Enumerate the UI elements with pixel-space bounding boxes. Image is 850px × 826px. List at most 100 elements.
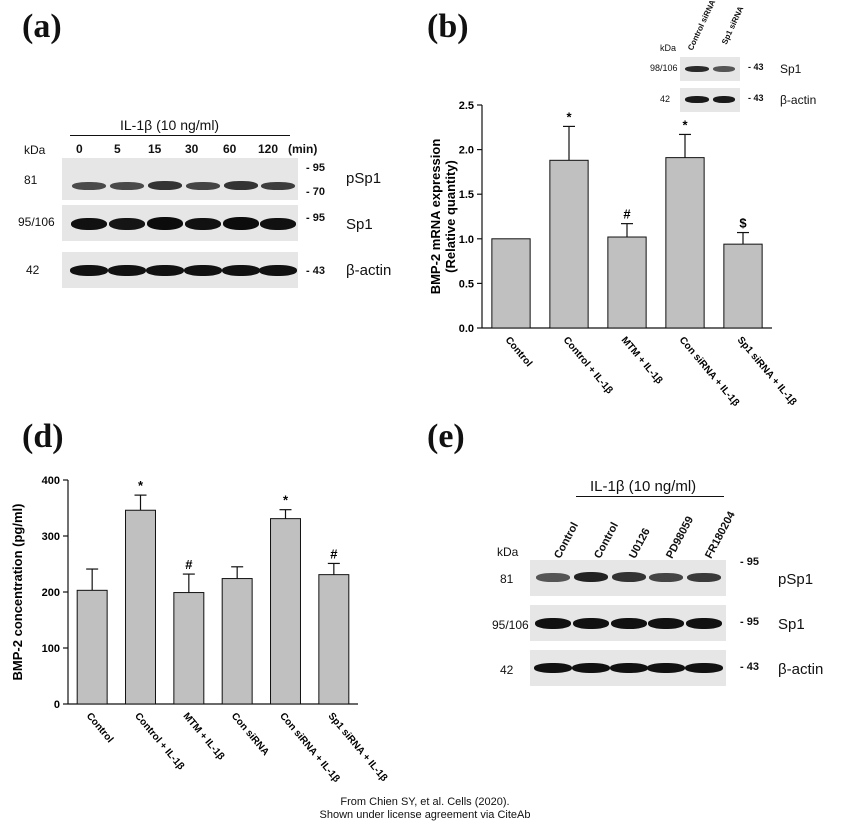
lane-unit-label: (min) (288, 142, 318, 156)
significance-marker: * (283, 493, 289, 508)
blot-band (146, 265, 184, 276)
y-tick-label: 0.0 (459, 323, 474, 335)
x-tick-label: Control (84, 711, 115, 745)
inset-blot-sp1 (680, 57, 740, 81)
blot-band (574, 572, 608, 582)
x-tick-label: Control (503, 335, 534, 369)
blot-band (713, 66, 735, 72)
protein-label: Sp1 (778, 616, 805, 633)
blot-band (612, 572, 646, 582)
lane-label: 0 (76, 142, 83, 156)
panel-e-blot-psp1 (530, 560, 726, 596)
kda-value: 95/106 (18, 215, 55, 229)
blot-band (148, 181, 182, 190)
protein-label: pSp1 (778, 571, 814, 588)
y-axis-label-line: (Relative quantity) (443, 160, 458, 273)
blot-band (649, 573, 683, 582)
blot-band (572, 663, 610, 673)
kda-value: 81 (24, 173, 38, 187)
mw-marker: - 95 (740, 616, 759, 628)
blot-band (223, 217, 259, 230)
x-tick-label: MTM + IL-1β (181, 711, 227, 763)
panel-e-letter: (e) (427, 418, 465, 455)
kda-value: 42 (500, 663, 514, 677)
inset-protein-label: Sp1 (780, 62, 802, 76)
panel-e-treatment-line (576, 496, 724, 497)
blot-band (108, 265, 146, 276)
y-tick-label: 200 (42, 587, 60, 599)
significance-marker: # (185, 557, 193, 572)
blot-band (685, 96, 709, 103)
blot-band (185, 218, 221, 230)
inset-blot-actin (680, 88, 740, 112)
y-axis-label-line: BMP-2 mRNA expression (428, 139, 443, 295)
kda-value: 95/106 (492, 618, 529, 632)
protein-label: β-actin (778, 661, 824, 678)
blot-band (147, 217, 183, 230)
lane-label: Control (592, 520, 621, 561)
inset-kda-value: 42 (660, 94, 671, 104)
blot-band (685, 663, 723, 673)
mw-marker: - 95 (306, 212, 325, 224)
x-tick-label: Control + IL-1β (132, 711, 186, 772)
significance-marker: # (623, 207, 631, 222)
panel-a-blot-sp1 (62, 205, 298, 241)
blot-band (224, 181, 258, 190)
panel-a-blot-actin (62, 252, 298, 288)
blot-band (109, 218, 145, 230)
significance-marker: * (566, 109, 572, 124)
panel-a-treatment-label: IL-1β (10 ng/ml) (120, 117, 220, 133)
lane-label: 120 (258, 142, 279, 156)
blot-band (260, 218, 296, 230)
credit-line-1: From Chien SY, et al. Cells (2020). (340, 796, 510, 808)
blot-band (222, 265, 260, 276)
credit-line-2: Shown under license agreement via CiteAb (319, 809, 531, 821)
blot-band (685, 66, 709, 72)
x-tick-label: MTM + IL-1β (619, 335, 665, 387)
significance-marker: # (330, 546, 338, 561)
protein-label: β-actin (346, 262, 392, 279)
y-tick-label: 300 (42, 531, 60, 543)
lane-label: FR180204 (703, 509, 738, 561)
y-axis-label-line: BMP-2 concentration (pg/ml) (10, 504, 25, 681)
y-tick-label: 100 (42, 643, 60, 655)
y-tick-label: 400 (42, 475, 60, 487)
x-tick-label: Control + IL-1β (561, 335, 615, 396)
bar (318, 574, 350, 705)
blot-band (110, 182, 144, 190)
x-tick-label: Sp1 siRNA + IL-1β (326, 711, 390, 784)
inset-protein-label: β-actin (780, 93, 817, 107)
blot-band (687, 573, 721, 582)
significance-marker: * (138, 478, 144, 493)
bar (221, 578, 253, 705)
kda-value: 42 (26, 263, 40, 277)
bar (270, 518, 301, 705)
lane-label: 30 (185, 142, 199, 156)
panel-e-kda-label: kDa (497, 545, 519, 559)
lane-label: Control (552, 520, 581, 561)
protein-label: Sp1 (346, 216, 373, 233)
inset-mw-marker: - 43 (748, 62, 764, 72)
y-tick-label: 0.5 (459, 278, 474, 290)
significance-marker: $ (739, 216, 747, 231)
blot-band (611, 618, 647, 629)
inset-kda-label: kDa (660, 43, 677, 53)
panel-b-letter: (b) (427, 8, 469, 45)
inset-lane-label: Control siRNA (686, 0, 718, 52)
panel-e-blot-sp1 (530, 605, 726, 641)
credit-text: From Chien SY, et al. Cells (2020). Show… (0, 796, 850, 822)
lane-label: PD98059 (664, 514, 697, 561)
mw-marker: - 43 (306, 265, 325, 277)
mw-marker: - 95 (740, 556, 759, 568)
y-tick-label: 1.0 (459, 234, 474, 246)
blot-band (70, 265, 108, 276)
bar (125, 509, 156, 705)
lane-label: 15 (148, 142, 162, 156)
blot-band (648, 618, 684, 629)
bar (723, 243, 763, 329)
inset-mw-marker: - 43 (748, 93, 764, 103)
blot-band (610, 663, 648, 673)
blot-band (534, 663, 572, 673)
y-tick-label: 2.5 (459, 100, 474, 112)
bar (549, 159, 589, 329)
